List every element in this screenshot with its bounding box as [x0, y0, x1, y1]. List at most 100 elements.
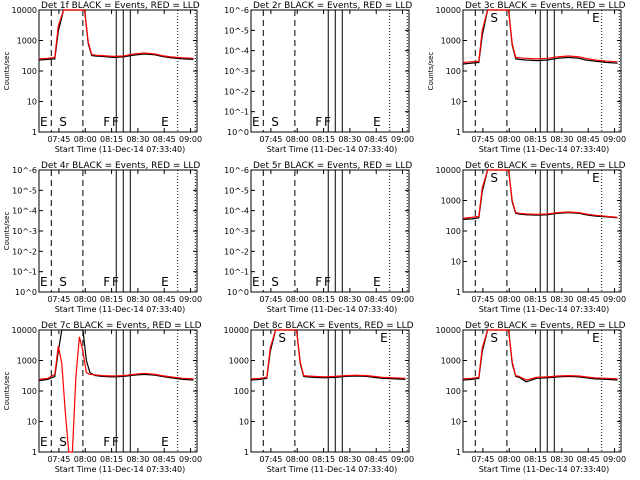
x-tick-label: 07:45	[471, 135, 494, 144]
x-tick-label: 08:45	[365, 135, 388, 144]
flag-label: E	[592, 331, 600, 345]
plot-frame	[38, 329, 198, 453]
y-tick-label: 10000	[224, 326, 249, 335]
y-tick-label: 10^-4	[12, 207, 37, 216]
y-tick-label: 10	[451, 98, 461, 107]
x-tick-label: 08:30	[550, 295, 573, 304]
x-tick-label: 08:00	[74, 295, 97, 304]
x-axis-label: Start Time (11-Dec-14 07:33:40)	[267, 305, 398, 314]
x-tick-label: 07:45	[471, 455, 494, 464]
y-tick-label: 10^-6	[224, 166, 249, 175]
flag-label: F	[112, 435, 119, 449]
lld-series-line	[462, 9, 618, 64]
flag-label: E	[161, 115, 169, 129]
x-tick-label: 08:00	[74, 135, 97, 144]
flag-label: F	[103, 275, 110, 289]
panel-title: Det 5r BLACK = Events, RED = LLD	[253, 161, 412, 171]
x-tick-label: 08:15	[524, 455, 547, 464]
x-tick-label: 08:15	[100, 455, 123, 464]
x-tick-label: 08:00	[286, 295, 309, 304]
x-tick-label: 09:00	[179, 295, 202, 304]
x-tick-label: 08:00	[498, 135, 521, 144]
x-tick-label: 08:15	[524, 135, 547, 144]
flag-label: E	[40, 115, 48, 129]
y-tick-label: 10^0	[227, 128, 249, 137]
lld-series-line	[462, 329, 618, 381]
y-tick-label: 10^-6	[224, 6, 249, 15]
panel-8: Det 8c BLACK = Events, RED = LLD 07:45 08:…	[224, 321, 415, 474]
flag-label: E	[40, 435, 48, 449]
x-tick-label: 08:30	[126, 135, 149, 144]
flag-label: S	[59, 435, 67, 449]
y-tick-label: 10	[451, 258, 461, 267]
y-tick-label: 10	[451, 418, 461, 427]
x-tick-label: 09:00	[603, 455, 626, 464]
y-tick-label: 1	[456, 288, 461, 297]
y-tick-label: 10^0	[227, 288, 249, 297]
y-tick-label: 10000	[12, 326, 37, 335]
x-tick-label: 08:00	[74, 455, 97, 464]
flag-label: F	[103, 435, 110, 449]
panel-5: Det 5r BLACK = Events, RED = LLD 07:45 08:…	[224, 161, 414, 314]
y-tick-label: 10^-5	[12, 186, 37, 195]
x-tick-label: 09:00	[391, 295, 414, 304]
flag-label: E	[161, 435, 169, 449]
flag-label: S	[271, 275, 279, 289]
y-tick-label: 10	[27, 98, 37, 107]
y-tick-label: 100	[446, 227, 461, 236]
y-tick-label: 1000	[441, 197, 461, 206]
flag-label: S	[59, 115, 67, 129]
y-tick-label: 10^-5	[224, 26, 249, 35]
x-tick-label: 07:45	[47, 295, 70, 304]
y-axis-label: Counts/sec	[3, 212, 11, 251]
y-tick-label: 10^-4	[224, 207, 249, 216]
panel-title: Det 7c BLACK = Events, RED = LLD	[41, 321, 202, 331]
y-tick-label: 10^-1	[224, 108, 249, 117]
y-tick-label: 10^-6	[12, 166, 37, 175]
y-axis-label: Counts/sec	[427, 52, 435, 91]
y-tick-label: 10^-5	[224, 186, 249, 195]
y-tick-label: 100	[446, 67, 461, 76]
flag-label: E	[252, 275, 260, 289]
y-tick-label: 100	[22, 67, 37, 76]
lld-series-line	[38, 9, 194, 60]
x-tick-label: 08:15	[100, 295, 123, 304]
y-tick-label: 10000	[436, 166, 461, 175]
x-tick-label: 07:45	[471, 295, 494, 304]
panel-6: Det 6c BLACK = Events, RED = LLD 07:45 08:…	[436, 161, 627, 314]
events-series-line	[38, 329, 194, 382]
x-tick-label: 08:15	[100, 135, 123, 144]
y-tick-label: 1	[32, 128, 37, 137]
x-tick-label: 08:45	[577, 135, 600, 144]
x-tick-label: 08:00	[286, 455, 309, 464]
y-tick-label: 10^-4	[224, 47, 249, 56]
x-tick-label: 08:45	[577, 295, 600, 304]
flag-label: S	[490, 331, 498, 345]
panel-title: Det 6c BLACK = Events, RED = LLD	[465, 161, 626, 171]
x-tick-label: 08:45	[365, 455, 388, 464]
x-tick-label: 08:45	[153, 135, 176, 144]
flag-label: F	[103, 115, 110, 129]
events-series-line	[462, 329, 618, 383]
panel-9: Det 9c BLACK = Events, RED = LLD 07:45 08:…	[436, 321, 627, 474]
flag-label: F	[112, 275, 119, 289]
y-axis-label: Counts/sec	[3, 372, 11, 411]
lld-series-line	[250, 329, 406, 380]
x-tick-label: 09:00	[603, 295, 626, 304]
y-tick-label: 1	[32, 448, 37, 457]
x-tick-label: 09:00	[179, 135, 202, 144]
flag-label: E	[592, 11, 600, 25]
x-tick-label: 07:45	[47, 135, 70, 144]
flag-label: S	[490, 11, 498, 25]
x-tick-label: 07:45	[259, 135, 282, 144]
plot-frame	[250, 329, 410, 453]
y-tick-label: 10^-1	[12, 268, 37, 277]
flag-label: E	[373, 275, 381, 289]
x-tick-label: 08:30	[338, 135, 361, 144]
events-series-line	[462, 169, 618, 220]
flag-label: E	[380, 331, 388, 345]
x-tick-label: 08:00	[286, 135, 309, 144]
plot-frame	[250, 9, 410, 133]
y-axis-label: Counts/sec	[3, 52, 11, 91]
y-tick-label: 1	[244, 448, 249, 457]
